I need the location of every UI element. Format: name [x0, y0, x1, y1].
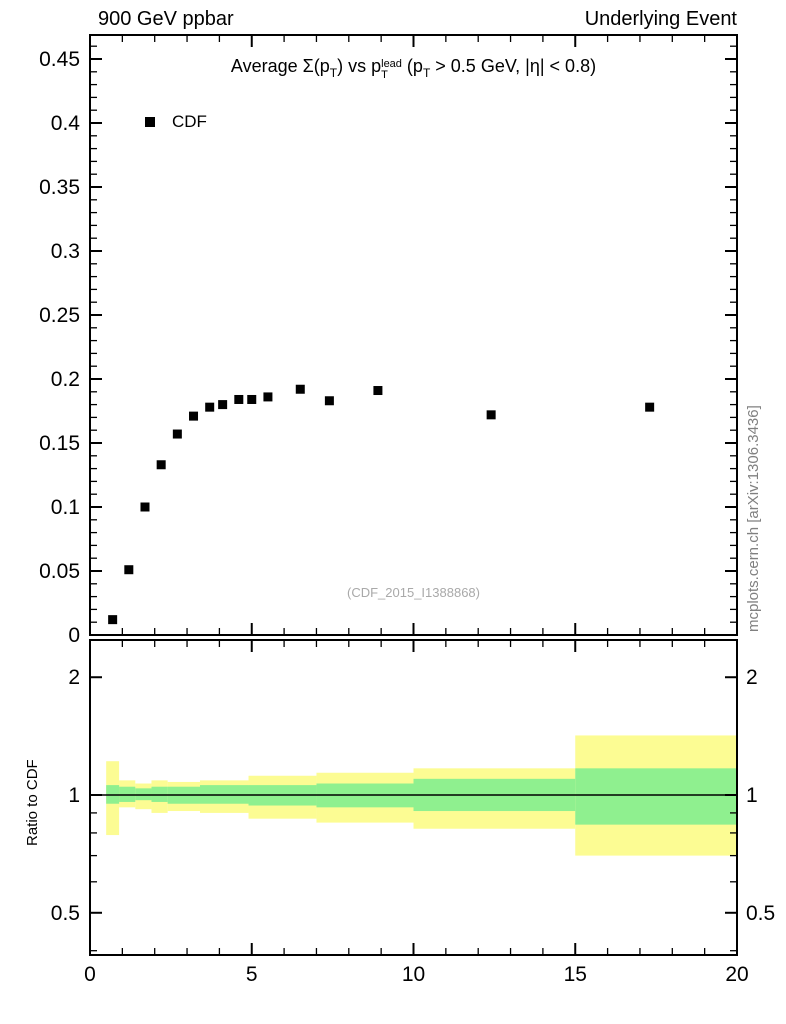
data-point — [234, 394, 244, 404]
tick-label: 1 — [746, 784, 758, 807]
title-segment: Average — [230, 56, 303, 76]
title-segment: T — [422, 66, 431, 80]
axis-ticks — [89, 35, 738, 955]
tick-label: 2 — [68, 666, 80, 689]
tick-label: 0.3 — [51, 240, 80, 263]
tick-label: 0.15 — [39, 432, 80, 455]
tick-label: 0.45 — [39, 48, 80, 71]
tick-label: 10 — [402, 963, 425, 986]
tick-label: 0.4 — [51, 112, 81, 135]
title-segment: lead T — [381, 58, 402, 81]
legend: CDF — [145, 112, 207, 132]
data-point — [373, 386, 383, 396]
band-inner — [575, 768, 737, 825]
title-segment: (p — [401, 56, 423, 76]
tick-label: 0.5 — [51, 902, 80, 925]
legend-marker-square — [145, 117, 155, 127]
title-segment: ) vs p — [337, 56, 382, 76]
data-point — [295, 384, 305, 394]
data-point — [156, 460, 166, 470]
data-point — [324, 396, 334, 406]
side-note-arxiv: mcplots.cern.ch [arXiv:1306.3436] — [745, 405, 762, 632]
title-segment: > 0.5 GeV, |η| < 0.8) — [430, 56, 597, 76]
ratio-bands — [106, 735, 737, 856]
data-points-cdf — [108, 384, 655, 625]
header-beam-energy: 900 GeV ppbar — [98, 8, 234, 30]
data-point — [172, 429, 182, 439]
tick-label: 0.25 — [39, 304, 80, 327]
data-point — [140, 502, 150, 512]
data-point — [247, 394, 257, 404]
tick-label: 0.05 — [39, 560, 80, 583]
data-point — [218, 400, 228, 410]
tick-label: 5 — [246, 963, 258, 986]
tick-label: 0.5 — [746, 902, 775, 925]
analysis-watermark: (CDF_2015_I1388868) — [347, 585, 480, 600]
data-point — [189, 411, 199, 421]
axis-tick-labels: 0 0.05 0.1 0.15 0.2 0.25 0.3 0.35 0.4 0.45 0.5 0.5 1… — [39, 48, 775, 986]
data-point — [486, 410, 496, 420]
data-point — [124, 565, 134, 575]
chart-title: Average Σ(pT) vs p lead T (pT > 0.5 GeV, |… — [90, 56, 737, 81]
data-point — [645, 402, 655, 412]
tick-label: 2 — [746, 666, 758, 689]
title-segment: Σ(p — [302, 56, 330, 76]
data-point — [205, 402, 215, 412]
tick-label: 0.35 — [39, 176, 80, 199]
ratio-axis-label: Ratio to CDF — [24, 759, 41, 846]
tick-label: 20 — [725, 963, 748, 986]
tick-label: 0.1 — [51, 496, 80, 519]
legend-label: CDF — [172, 112, 207, 131]
tick-label: 15 — [564, 963, 587, 986]
tick-label: 1 — [68, 784, 80, 807]
tick-label: 0 — [84, 963, 96, 986]
data-point — [263, 392, 273, 402]
data-point — [108, 615, 118, 625]
title-segment: T — [329, 66, 338, 80]
tick-label: 0.2 — [51, 368, 80, 391]
tick-label: 0 — [68, 624, 80, 647]
header-observable-group: Underlying Event — [584, 8, 737, 30]
